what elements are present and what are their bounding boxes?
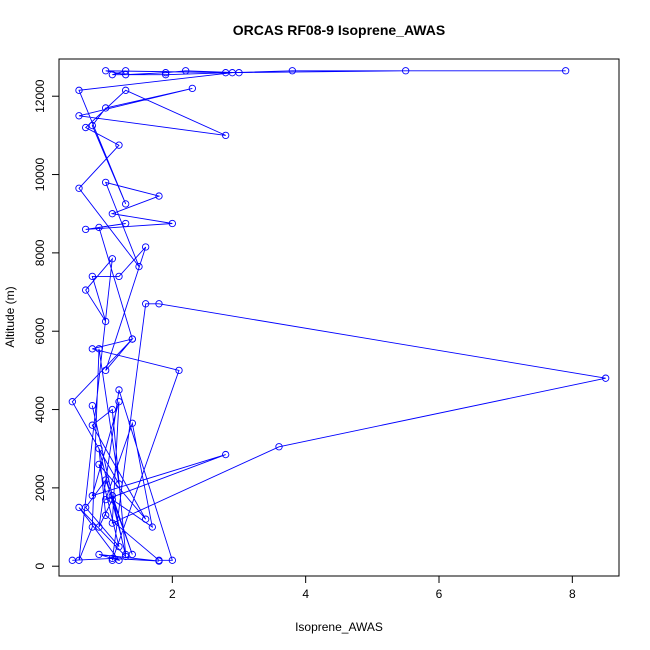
data-point <box>102 104 110 112</box>
data-point <box>102 178 110 187</box>
data-point <box>88 401 96 410</box>
data-point <box>95 223 103 232</box>
data-point <box>222 131 230 140</box>
data-point <box>108 556 116 564</box>
data-point <box>188 84 196 93</box>
data-point <box>88 492 96 500</box>
data-point <box>115 542 123 551</box>
x-axis-title: Isoprene_AWAS <box>295 620 383 634</box>
data-point <box>102 495 110 504</box>
data-point <box>102 317 110 326</box>
data-point <box>108 210 116 218</box>
data-point <box>142 243 150 251</box>
y-tick-label: 12000 <box>33 79 47 113</box>
data-point <box>128 335 136 343</box>
data-point <box>222 450 230 459</box>
data-point <box>115 398 123 406</box>
data-point <box>155 192 163 200</box>
data-point <box>95 460 103 469</box>
data-point <box>402 67 410 75</box>
data-point <box>122 71 130 79</box>
data-point <box>288 67 296 75</box>
y-tick-label: 0 <box>33 563 47 570</box>
data-point <box>182 67 190 75</box>
data-point <box>155 556 163 564</box>
data-point <box>122 86 130 94</box>
data-point <box>135 262 143 271</box>
chart-title: ORCAS RF08-9 Isoprene_AWAS <box>233 22 445 38</box>
data-point <box>115 141 123 149</box>
data-point <box>122 67 130 75</box>
data-point <box>275 443 283 451</box>
data-point <box>222 69 230 77</box>
data-point <box>108 492 116 500</box>
data-point <box>95 345 103 353</box>
data-point <box>88 523 96 531</box>
data-point <box>88 421 96 429</box>
x-tick-label: 2 <box>169 587 176 601</box>
data-point <box>95 445 103 453</box>
data-point <box>175 366 183 375</box>
data-point <box>128 419 136 427</box>
data-point <box>115 272 123 281</box>
data-point <box>168 219 176 228</box>
data-point <box>108 554 116 563</box>
data-point <box>102 511 110 519</box>
data-point <box>142 300 150 308</box>
y-tick-label: 2000 <box>33 474 47 501</box>
data-point <box>75 184 83 192</box>
data-point <box>82 225 90 234</box>
data-point <box>602 374 610 382</box>
data-point <box>82 286 90 294</box>
data-point <box>102 67 110 75</box>
y-tick-label: 6000 <box>33 318 47 345</box>
data-point <box>168 556 176 564</box>
data-point <box>108 405 116 414</box>
x-axis: 2 4 6 8 <box>169 575 576 601</box>
series-layer <box>68 67 610 565</box>
data-point <box>122 219 130 228</box>
y-axis: 0 2000 4000 6000 8000 10000 12000 <box>33 79 60 570</box>
data-point <box>148 523 156 531</box>
data-point <box>122 552 130 561</box>
data-point <box>88 121 96 130</box>
data-point <box>142 515 150 523</box>
data-point <box>562 67 570 75</box>
data-point <box>82 123 90 132</box>
series-line <box>71 70 606 562</box>
plot-frame <box>58 58 620 577</box>
data-point <box>115 386 123 394</box>
y-tick-label: 4000 <box>33 396 47 423</box>
data-point <box>108 71 116 79</box>
data-point <box>155 300 163 308</box>
data-point <box>102 476 110 484</box>
data-point <box>122 200 130 208</box>
y-tick-label: 10000 <box>33 158 47 192</box>
data-point <box>108 519 116 527</box>
data-point <box>102 366 110 375</box>
data-point <box>122 550 130 559</box>
x-tick-label: 8 <box>569 587 576 601</box>
data-point <box>108 255 116 263</box>
data-point <box>75 556 83 564</box>
x-tick-label: 6 <box>436 587 443 601</box>
data-point <box>68 398 76 406</box>
data-point <box>235 69 243 77</box>
data-point <box>75 112 83 120</box>
data-point <box>95 550 103 559</box>
data-point <box>88 272 96 281</box>
x-tick-label: 4 <box>302 587 309 601</box>
data-point <box>75 86 83 94</box>
data-point <box>82 503 90 512</box>
data-point <box>75 503 83 512</box>
y-tick-label: 8000 <box>33 239 47 266</box>
data-point <box>115 480 123 488</box>
data-point <box>162 71 170 79</box>
y-axis-title: Altitude (m) <box>3 286 17 347</box>
data-point <box>162 69 170 77</box>
